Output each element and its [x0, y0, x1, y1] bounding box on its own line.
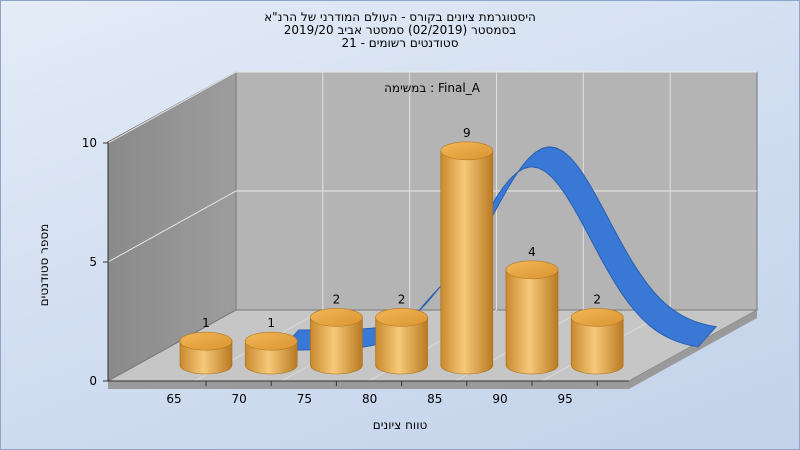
bar-value-label: 1 — [267, 316, 275, 330]
bar: 4 — [505, 245, 559, 375]
bars: 1 1 2 2 9 4 2 — [179, 126, 624, 375]
bar-top — [440, 141, 494, 161]
x-tick-label: 90 — [492, 392, 507, 406]
x-tick-label: 65 — [166, 392, 181, 406]
bar: 2 — [570, 292, 624, 375]
bar-top — [310, 308, 363, 327]
y-tick-label: 0 — [89, 374, 97, 388]
bar-value-label: 1 — [202, 316, 210, 330]
bar-body — [570, 317, 624, 375]
front-edge — [108, 381, 629, 389]
x-axis-label: טווח ציונים — [372, 418, 428, 432]
y-tick-label: 5 — [89, 255, 97, 269]
bar-value-label: 2 — [593, 292, 601, 306]
right-edge — [629, 310, 757, 389]
chart-title-line-3: סטודנטים רשומים - 21 — [341, 36, 459, 50]
bar-top — [375, 308, 428, 327]
x-tick-label: 80 — [362, 392, 377, 406]
bar: 1 — [179, 316, 233, 375]
bar-value-label: 2 — [333, 292, 341, 306]
bar: 2 — [375, 292, 428, 375]
axes: 0 5 10 65 70 75 80 85 90 95 — [82, 136, 629, 406]
x-tick-label: 95 — [558, 392, 573, 406]
chart-title-line-1: היסטוגרמת ציונים בקורס - העולם המודרני ש… — [264, 10, 536, 24]
bar-value-label: 9 — [463, 126, 471, 140]
chart-subtitle: Final_A : במשימה — [384, 81, 481, 95]
x-tick-label: 85 — [427, 392, 442, 406]
bar-value-label: 4 — [528, 245, 536, 259]
x-tick-label: 75 — [297, 392, 312, 406]
bar-top — [179, 331, 233, 351]
bar-body — [505, 269, 559, 375]
bar-body — [244, 340, 298, 375]
x-tick-label: 70 — [232, 392, 247, 406]
bar-value-label: 2 — [398, 292, 406, 306]
bar-body — [375, 317, 428, 375]
bar-body — [440, 150, 494, 375]
bar-body — [310, 317, 363, 375]
bar-top — [570, 308, 624, 327]
bar-top — [505, 260, 559, 280]
chart-title-line-2: בסמסטר (02/2019) סמסטר אביב 2019/20 — [283, 23, 517, 37]
bar: 9 — [440, 126, 494, 375]
bar-body — [179, 340, 233, 375]
bar: 1 — [244, 316, 298, 375]
bar: 2 — [310, 292, 363, 375]
bar-top — [244, 331, 298, 351]
y-tick-label: 10 — [82, 136, 97, 150]
